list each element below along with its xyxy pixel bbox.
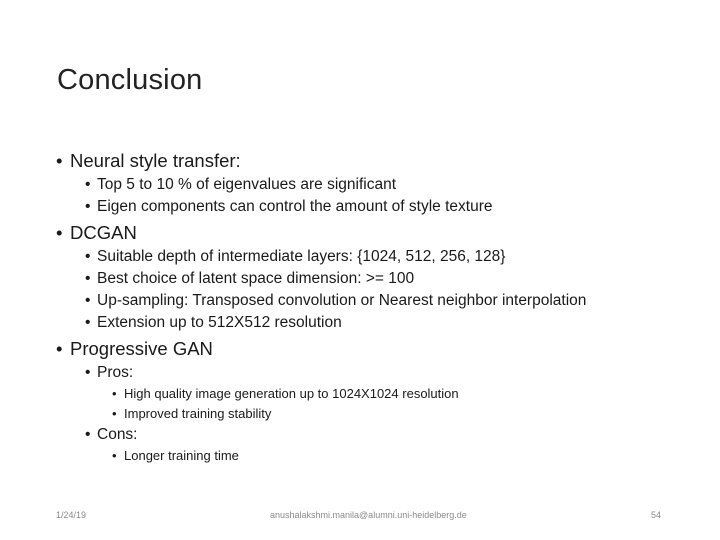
slide-title: Conclusion <box>57 64 203 96</box>
list-item: • Best choice of latent space dimension: … <box>56 268 696 290</box>
bullet-icon: • <box>85 314 91 331</box>
list-item-text: Top 5 to 10 % of eigenvalues are signifi… <box>97 176 396 193</box>
bullet-icon: • <box>85 364 91 381</box>
footer-email: anushalakshmi.manila@alumni.uni-heidelbe… <box>270 510 467 520</box>
list-item-text: High quality image generation up to 1024… <box>124 386 459 401</box>
list-item-text: Best choice of latent space dimension: >… <box>97 270 415 287</box>
list-item-text: Extension up to 512X512 resolution <box>97 314 342 331</box>
list-item: • Up-sampling: Transposed convolution or … <box>56 290 696 312</box>
list-item-text: Pros: <box>97 364 134 381</box>
list-item: • Top 5 to 10 % of eigenvalues are signif… <box>56 174 696 196</box>
list-item: • Longer training time <box>56 446 696 466</box>
list-item-text: Progressive GAN <box>70 338 213 359</box>
list-item-text: Cons: <box>97 426 138 443</box>
list-item-text: Longer training time <box>124 448 239 463</box>
bullet-icon: • <box>112 406 117 421</box>
footer-date: 1/24/19 <box>56 510 87 520</box>
list-item-text: Up-sampling: Transposed convolution or N… <box>97 292 587 309</box>
bullet-icon: • <box>85 198 91 215</box>
bullet-icon: • <box>85 248 91 265</box>
list-item: • Cons: <box>56 424 696 446</box>
list-item: • DCGAN <box>56 220 696 246</box>
bullet-icon: • <box>85 176 91 193</box>
list-item: • Improved training stability <box>56 404 696 424</box>
list-item: • High quality image generation up to 102… <box>56 384 696 404</box>
list-item-text: DCGAN <box>70 222 137 243</box>
list-item-text: Neural style transfer: <box>70 150 241 171</box>
bullet-list: • Neural style transfer: • Top 5 to 10 % o… <box>56 146 696 466</box>
list-item: • Pros: <box>56 362 696 384</box>
list-item-text: Eigen components can control the amount … <box>97 198 493 215</box>
bullet-icon: • <box>85 292 91 309</box>
list-item: • Eigen components can control the amount… <box>56 196 696 218</box>
bullet-icon: • <box>56 222 63 243</box>
bullet-icon: • <box>85 426 91 443</box>
list-item: • Neural style transfer: <box>56 148 696 174</box>
list-item-text: Improved training stability <box>124 406 272 421</box>
list-item-text: Suitable depth of intermediate layers: {… <box>97 248 506 265</box>
list-item: • Progressive GAN <box>56 336 696 362</box>
bullet-icon: • <box>85 270 91 287</box>
bullet-icon: • <box>56 338 63 359</box>
list-item: • Extension up to 512X512 resolution <box>56 312 696 334</box>
list-item: • Suitable depth of intermediate layers: … <box>56 246 696 268</box>
bullet-icon: • <box>112 448 117 463</box>
bullet-icon: • <box>112 386 117 401</box>
page-number: 54 <box>651 510 662 520</box>
bullet-icon: • <box>56 150 63 171</box>
